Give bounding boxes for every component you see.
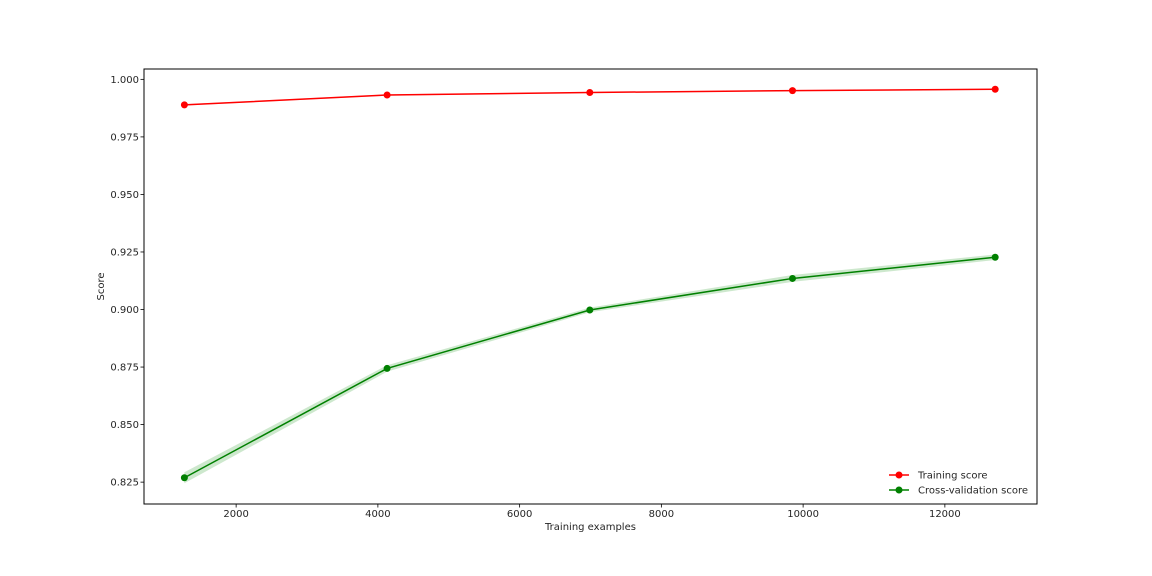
legend-label: Cross-validation score: [918, 486, 1028, 497]
y-tick-label: 0.850: [110, 420, 139, 431]
legend-label: Training score: [917, 471, 988, 482]
x-tick-label: 6000: [507, 509, 532, 520]
x-tick-label: 2000: [223, 509, 248, 520]
training-score-point: [383, 91, 391, 99]
x-tick-label: 4000: [365, 509, 390, 520]
cross-validation-score-point: [788, 274, 796, 282]
legend-marker: [895, 471, 903, 479]
legend-marker: [895, 486, 903, 494]
x-tick-label: 8000: [649, 509, 674, 520]
y-tick-label: 0.975: [110, 132, 139, 143]
cross-validation-score-point: [586, 306, 594, 314]
x-axis-label: Training examples: [544, 522, 636, 533]
y-tick-label: 1.000: [110, 75, 139, 86]
y-tick-label: 0.825: [110, 478, 139, 489]
y-tick-label: 0.900: [110, 305, 139, 316]
series-markers: [180, 85, 999, 482]
x-tick-label: 12000: [929, 509, 961, 520]
plot-frame: [143, 68, 1038, 505]
legend: Training score Cross-validation score: [889, 471, 1028, 497]
training-score-point: [586, 88, 594, 96]
training-score-point: [991, 85, 999, 93]
cross-validation-score-point: [383, 364, 391, 372]
cross-validation-score-point: [180, 474, 188, 482]
y-tick-label: 0.925: [110, 247, 139, 258]
training-score-point: [180, 101, 188, 109]
y-tick-label: 0.950: [110, 190, 139, 201]
cross-validation-score-point: [991, 253, 999, 261]
y-tick-label: 0.875: [110, 363, 139, 374]
x-axis-ticks: 2000 4000 6000 8000 10000 12000: [223, 504, 961, 520]
y-axis-ticks: 0.825 0.850 0.875 0.900 0.925 0.950 0.975 1.000: [110, 75, 144, 489]
training-score-point: [788, 87, 796, 95]
y-axis-label: Score: [96, 272, 107, 300]
x-tick-label: 10000: [787, 509, 819, 520]
